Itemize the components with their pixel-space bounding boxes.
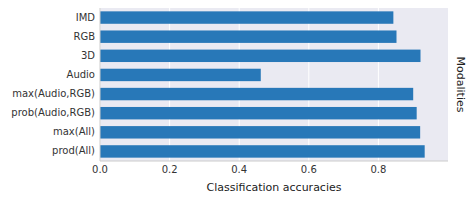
x-axis-line <box>100 161 448 162</box>
y-tick-label: max(All) <box>53 126 95 137</box>
bar <box>100 88 413 100</box>
bar <box>100 69 261 81</box>
y-axis-line <box>100 8 101 161</box>
y-axis-title: Modalities <box>454 57 467 113</box>
x-tick-label: 0.4 <box>231 164 247 175</box>
x-tick-label: 0.6 <box>301 164 317 175</box>
y-axis-ticks: IMD RGB 3D Audio max(Audio,RGB) prob(Audio,RG… <box>11 12 95 157</box>
y-tick-label: RGB <box>73 31 95 42</box>
x-tick-label: 0.2 <box>162 164 178 175</box>
x-tick-label: 0.0 <box>92 164 108 175</box>
x-axis-title: Classification accuracies <box>207 181 342 194</box>
y-tick-label: IMD <box>76 12 96 23</box>
bar <box>100 50 421 62</box>
plot-background <box>100 8 448 161</box>
y-tick-label: Audio <box>67 69 95 80</box>
grid-line <box>100 8 101 161</box>
bar <box>100 11 393 23</box>
y-tick-label: prob(Audio,RGB) <box>11 107 95 118</box>
y-tick-label: prod(All) <box>52 145 95 156</box>
bars <box>100 11 425 157</box>
bar <box>100 30 396 42</box>
bar <box>100 126 420 138</box>
chart: 0.0 0.2 0.4 0.6 0.8 IMD RGB 3D Audio max(Audio,RG… <box>0 0 474 197</box>
bar <box>100 145 425 157</box>
y-tick-label: 3D <box>81 50 95 61</box>
bar <box>100 107 417 119</box>
y-tick-label: max(Audio,RGB) <box>12 88 95 99</box>
x-tick-label: 0.8 <box>370 164 386 175</box>
chart-container: 0.0 0.2 0.4 0.6 0.8 IMD RGB 3D Audio max(Audio,RG… <box>0 0 474 197</box>
